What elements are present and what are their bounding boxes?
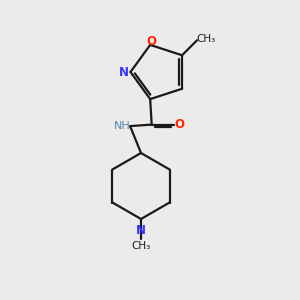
Text: NH: NH (114, 121, 131, 131)
Text: CH₃: CH₃ (196, 34, 216, 44)
Text: N: N (136, 224, 146, 237)
Text: CH₃: CH₃ (131, 241, 151, 251)
Text: O: O (146, 35, 156, 48)
Text: N: N (119, 65, 129, 79)
Text: O: O (175, 118, 184, 131)
